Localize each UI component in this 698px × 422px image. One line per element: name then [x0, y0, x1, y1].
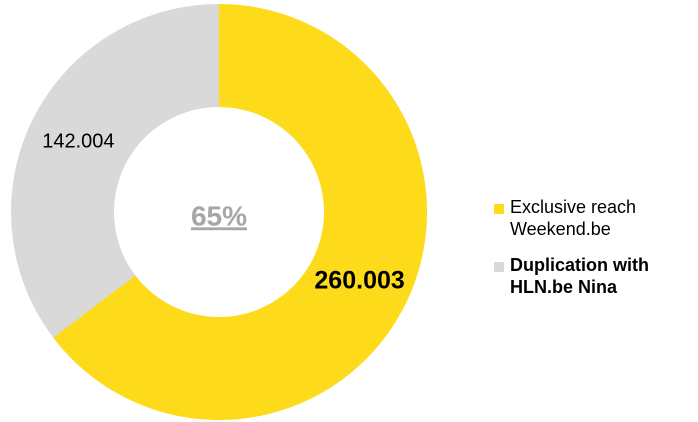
legend-item: Exclusive reach Weekend.be	[494, 196, 680, 240]
legend: Exclusive reach Weekend.be Duplication wi…	[494, 196, 694, 312]
data-label: 260.003	[314, 266, 404, 294]
legend-swatch	[494, 262, 504, 272]
donut-slice	[10, 4, 219, 338]
center-label: 65%	[191, 200, 247, 231]
data-label: 142.004	[42, 130, 114, 152]
donut-slice	[53, 4, 427, 420]
legend-swatch	[494, 204, 504, 214]
legend-item: Duplication with HLN.be Nina	[494, 254, 680, 298]
legend-label: Duplication with HLN.be Nina	[510, 255, 649, 297]
legend-label: Exclusive reach Weekend.be	[510, 197, 637, 239]
